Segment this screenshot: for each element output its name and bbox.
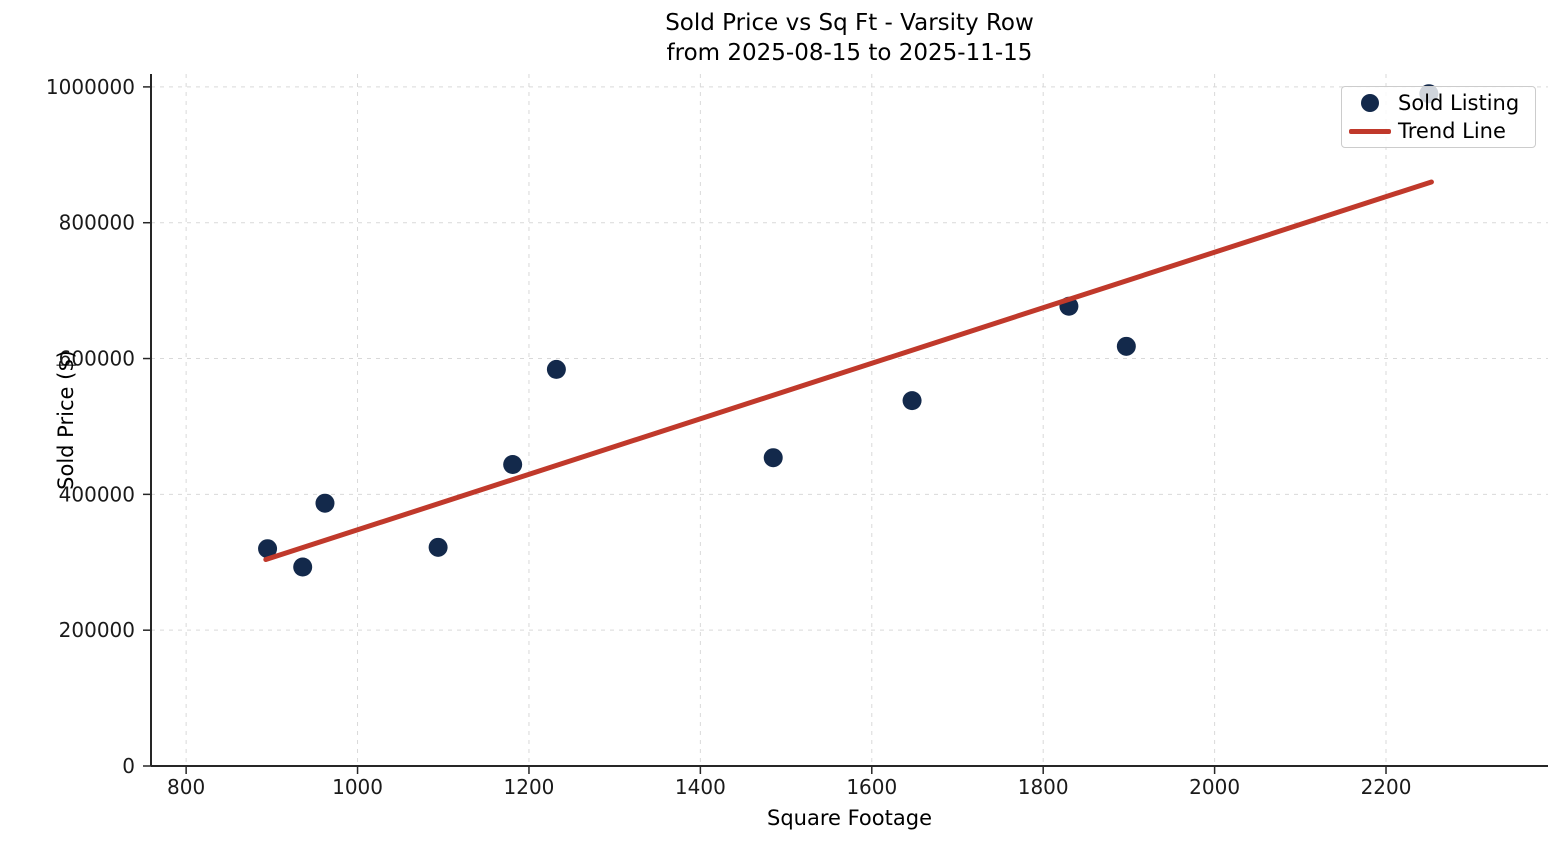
x-tick-label: 2200 (1361, 775, 1412, 799)
y-tick-label: 200000 (59, 618, 135, 642)
scatter-point-sold-listing (428, 537, 448, 557)
scatter-point-sold-listing (293, 557, 313, 577)
legend-item-trend-line: Trend Line (1342, 117, 1535, 145)
legend-marker-cell (1342, 94, 1398, 112)
scatter-point-sold-listing (503, 454, 523, 474)
scatter-point-sold-listing (763, 448, 783, 468)
scatter-point-sold-listing (1116, 336, 1136, 356)
y-axis-label: Sold Price ($) (54, 350, 78, 490)
sold-listing-dot-icon (1361, 94, 1379, 112)
scatter-point-sold-listing (258, 539, 278, 559)
x-tick-label: 1200 (504, 775, 555, 799)
y-tick-label: 1000000 (46, 75, 135, 99)
trend-line-swatch-icon (1349, 128, 1391, 134)
x-tick-label: 800 (167, 775, 205, 799)
x-tick-label: 1600 (846, 775, 897, 799)
scatter-point-sold-listing (546, 359, 566, 379)
x-tick-label: 2000 (1189, 775, 1240, 799)
legend-item-sold-listing: Sold Listing (1342, 89, 1535, 117)
chart-title: Sold Price vs Sq Ft - Varsity Row from 2… (151, 8, 1548, 68)
legend: Sold Listing Trend Line (1341, 86, 1536, 148)
legend-label-trend-line: Trend Line (1398, 119, 1506, 143)
chart-title-line2: from 2025-08-15 to 2025-11-15 (666, 40, 1033, 66)
legend-marker-cell (1342, 128, 1398, 134)
x-axis-label: Square Footage (767, 806, 932, 830)
y-tick-label: 800000 (59, 211, 135, 235)
y-tick-label: 0 (122, 754, 135, 778)
x-tick-label: 1000 (332, 775, 383, 799)
y-tick-label: 600000 (59, 347, 135, 371)
legend-label-sold-listing: Sold Listing (1398, 91, 1520, 115)
scatter-point-sold-listing (902, 391, 922, 411)
y-tick-label: 400000 (59, 482, 135, 506)
x-tick-label: 1400 (675, 775, 726, 799)
chart-title-line1: Sold Price vs Sq Ft - Varsity Row (665, 10, 1034, 36)
trend-line (263, 179, 1434, 563)
x-tick-label: 1800 (1018, 775, 1069, 799)
scatter-point-sold-listing (315, 493, 335, 513)
